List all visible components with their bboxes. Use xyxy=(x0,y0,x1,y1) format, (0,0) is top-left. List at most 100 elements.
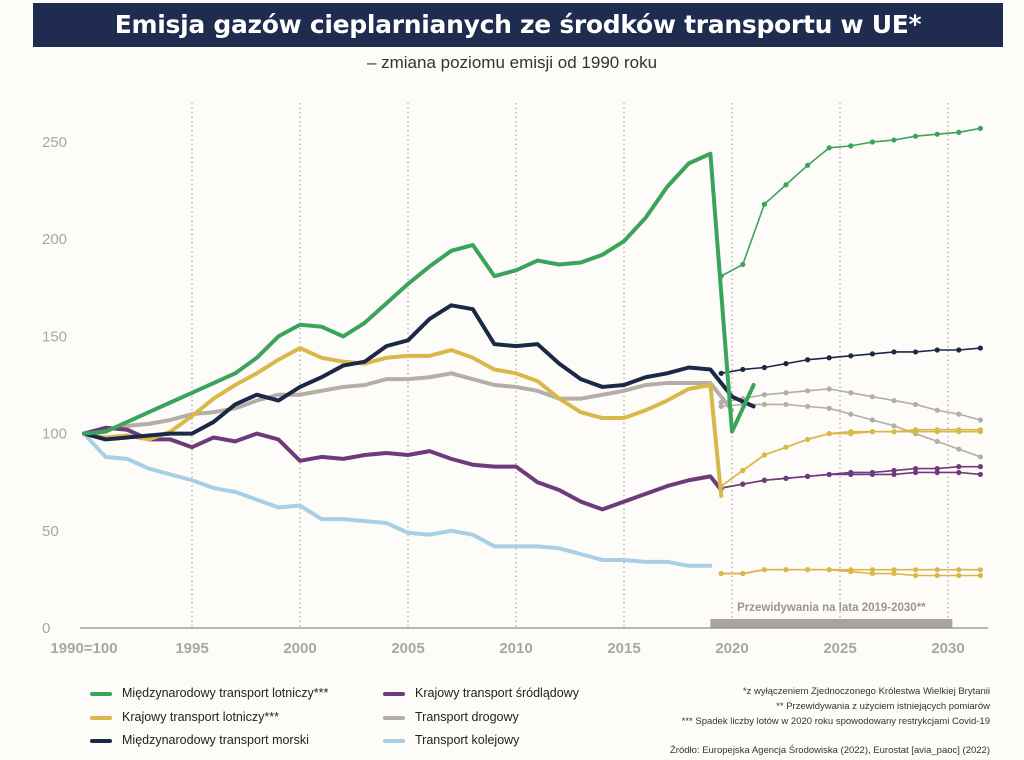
series-4-forecast-point xyxy=(761,392,768,398)
series-1-forecast-point xyxy=(869,567,876,573)
series-1-forecast-point xyxy=(977,572,984,579)
x-tick-label: 2025 xyxy=(823,640,856,657)
series-4-forecast-point xyxy=(848,390,854,396)
series-4-forecast-point xyxy=(977,417,984,423)
series-1-forecast-point xyxy=(891,570,897,577)
series-3-forecast-point xyxy=(977,464,984,470)
series-1-forecast-point xyxy=(977,567,984,573)
series-1-forecast-point xyxy=(761,567,768,573)
x-tick-label: 2005 xyxy=(391,640,424,657)
legend-item-domestic-aviation: Krajowy transport lotniczy*** xyxy=(90,710,279,724)
series-1-forecast-point xyxy=(891,567,897,573)
series-4-forecast-point xyxy=(869,394,876,400)
series-4-forecast-point xyxy=(869,417,876,423)
footnote-2: ** Przewidywania z użyciem istniejących … xyxy=(776,701,990,712)
series-0-forecast-point xyxy=(783,182,789,188)
series-2-forecast-point xyxy=(761,364,768,371)
series-0-forecast-point xyxy=(740,261,746,268)
series-1-forecast-point xyxy=(956,567,962,573)
source-note: Źródło: Europejska Agencja Środowiska (2… xyxy=(669,745,990,756)
series-3-history-line xyxy=(82,425,724,512)
x-tick-label: 2000 xyxy=(283,640,316,657)
series-1-forecast-point xyxy=(869,570,876,577)
series-1-forecast-point xyxy=(805,567,811,573)
series-3-forecast-point xyxy=(740,481,746,487)
series-3-forecast-point xyxy=(891,471,897,478)
series-4-forecast-point xyxy=(956,446,962,452)
series-3-forecast-point xyxy=(891,467,897,474)
series-2-forecast-point xyxy=(718,370,724,376)
series-2-forecast-point xyxy=(805,357,811,363)
series-3-forecast-point xyxy=(826,471,832,478)
series-3-forecast-point xyxy=(977,471,984,478)
series-2-forecast-point xyxy=(934,347,940,353)
series-1-forecast-point xyxy=(848,429,854,435)
series-2-forecast-point xyxy=(869,351,876,357)
series-4-forecast-point xyxy=(718,399,724,406)
series-1-forecast-point xyxy=(718,570,724,577)
legend-label: Międzynarodowy transport morski xyxy=(122,733,309,747)
legend-item-rail-transport: Transport kolejowy xyxy=(383,733,519,747)
series-1-forecast-point xyxy=(826,431,832,437)
legend-item-international-shipping: Międzynarodowy transport morski xyxy=(90,733,309,747)
series-0-forecast-point xyxy=(869,139,876,145)
series-1-forecast-point xyxy=(977,427,984,433)
axes: 0 50 100 150 200 250 1990=100 1995 2000 2005 2010 2… xyxy=(42,134,988,657)
legend-label: Transport drogowy xyxy=(415,710,519,724)
legend-swatch xyxy=(383,691,405,696)
grid xyxy=(191,103,949,628)
series-3-forecast-point xyxy=(805,473,811,479)
series-4-forecast-point xyxy=(718,403,724,409)
legend-swatch xyxy=(383,738,405,743)
series-1-forecast-point xyxy=(740,467,746,474)
series-3-forecast-point xyxy=(913,469,919,476)
series-3-forecast-point xyxy=(783,475,789,481)
series-1-forecast-point xyxy=(718,483,724,489)
x-tick-label: 2030 xyxy=(931,640,964,657)
y-tick-label: 250 xyxy=(42,134,67,151)
series-0-forecast-point xyxy=(805,162,811,168)
series-1-forecast-point xyxy=(956,572,962,579)
series-4-forecast-point xyxy=(783,401,789,408)
x-tick-label: 2020 xyxy=(715,640,748,657)
series-3-forecast-point xyxy=(761,477,768,483)
y-tick-label: 0 xyxy=(42,620,50,637)
series-4-forecast-point xyxy=(891,397,897,404)
series-4-forecast-point xyxy=(956,411,962,417)
series-0-forecast-point xyxy=(891,137,897,143)
series-3-forecast-line-0 xyxy=(721,465,981,489)
series-4-forecast-point xyxy=(805,403,811,409)
series-1-forecast-point xyxy=(783,567,789,573)
y-tick-label: 100 xyxy=(42,426,67,443)
series-0-forecast-point xyxy=(956,129,962,135)
series-0-history-line xyxy=(82,151,756,436)
series-1-forecast-point xyxy=(869,429,876,435)
legend-swatch xyxy=(90,691,112,696)
series-1-forecast-point xyxy=(913,572,919,579)
series-4-forecast-point xyxy=(977,454,984,460)
series-3-forecast-point xyxy=(956,464,962,470)
series-2-forecast-point xyxy=(956,347,962,353)
footnote-1: *z wyłączeniem Zjednoczonego Królestwa W… xyxy=(742,686,990,697)
series-2-forecast-point xyxy=(826,355,832,361)
series-1-forecast-point xyxy=(913,567,919,573)
legend-label: Transport kolejowy xyxy=(415,733,520,747)
series-4-forecast-point xyxy=(934,407,940,413)
forecast-label: Przewidywania na lata 2019-2030** xyxy=(737,602,926,614)
series-4-forecast-point xyxy=(848,411,854,417)
series-4-forecast-point xyxy=(805,388,811,394)
series-2-forecast-point xyxy=(740,366,746,373)
series-2-forecast-point xyxy=(848,353,854,359)
series-1-forecast-point xyxy=(761,452,768,458)
series-0-forecast-point xyxy=(934,131,940,137)
series-4-forecast-point xyxy=(826,386,832,392)
series-1-forecast-point xyxy=(913,427,919,433)
legend-label: Międzynarodowy transport lotniczy*** xyxy=(122,686,329,700)
series-3-forecast-point xyxy=(934,465,940,472)
series-1-forecast-point xyxy=(826,567,832,573)
legend-item-inland-waterways: Krajowy transport śródlądowy xyxy=(383,686,579,700)
series-1-forecast-point xyxy=(740,570,746,577)
series-2-forecast-point xyxy=(977,345,984,351)
series-2-forecast-point xyxy=(891,349,897,355)
x-tick-label: 1995 xyxy=(175,640,208,657)
